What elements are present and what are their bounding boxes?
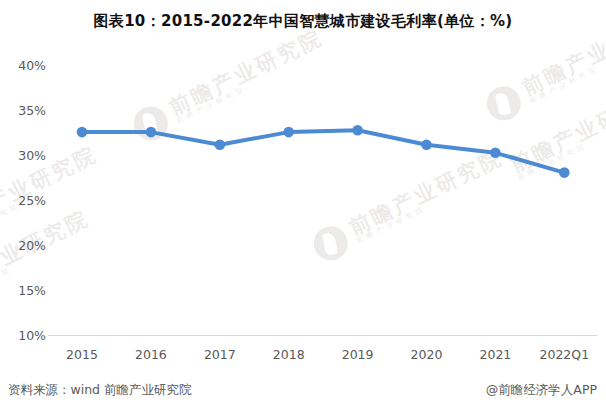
data-point-2021	[490, 148, 501, 159]
data-point-2016	[146, 127, 157, 138]
source-note: 资料来源：wind 前瞻产业研究院	[8, 382, 192, 399]
chart-footer: 资料来源：wind 前瞻产业研究院 @前瞻经济学人APP	[8, 382, 597, 399]
line-series-svg	[0, 0, 606, 415]
data-point-2017	[215, 139, 226, 150]
plot-area: 10%15%20%25%30%35%40% 201520162017201820…	[0, 0, 606, 415]
data-point-2020	[421, 139, 432, 150]
credit-note: @前瞻经济学人APP	[486, 382, 597, 399]
data-point-2018	[283, 127, 294, 138]
chart-canvas: 前瞻产业研究院前瞻产业研究院前瞻产业研究院前瞻产业研究院前瞻产业研究院前瞻产业研…	[0, 0, 606, 415]
data-point-2015	[77, 127, 88, 138]
data-point-2022Q1	[559, 167, 570, 178]
data-point-2019	[352, 125, 363, 136]
